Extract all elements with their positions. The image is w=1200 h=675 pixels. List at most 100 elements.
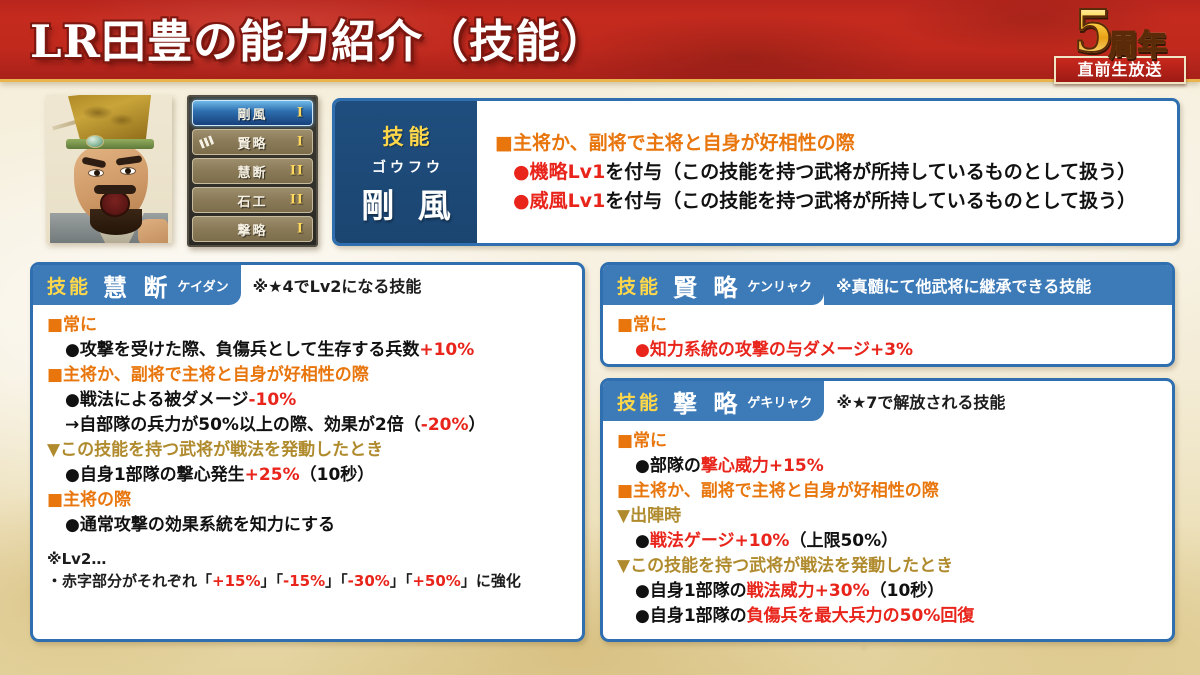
card-header-note: ※★7で解放される技能 [836,393,1006,412]
skill-list-item-name: 石工 [237,194,268,210]
skill-list-item[interactable]: 剛風 I [192,100,313,126]
skill-effect-line: ●機略Lv1を付与（この技能を持つ武将が所持しているものとして扱う） [513,161,1137,183]
card-header-label: 技能 慧 断 ケイダン [33,265,241,305]
portrait-mustache [94,185,136,194]
portrait-hand [138,219,168,243]
skill-effect-line: ●戦法ゲージ+10%（上限50%） [635,531,899,551]
highlighted-value: +15% [212,572,261,590]
anniversary-badge: 5周年 直前生放送 [1054,0,1186,84]
highlighted-value: -30% [347,572,390,590]
skill-kind-label: 技能 [617,391,662,414]
card-header-note: ※真髄にて他武将に継承できる技能 [824,265,1172,305]
card-body-kenryaku: ■常に ●知力系統の攻撃の与ダメージ+3% [603,305,1172,363]
skill-name-label: 撃 略 [673,388,742,418]
skill-card-kenryaku: 技能 賢 略 ケンリャク ※真髄にて他武将に継承できる技能 ■常に ●知力系統の攻… [600,262,1175,367]
skill-effect-line: ●知力系統の攻撃の与ダメージ+3% [635,340,914,360]
skill-card-gekiryaku: 技能 撃 略 ゲキリャク ※★7で解放される技能 ■常に ●部隊の撃心威力+15%… [600,378,1175,642]
anniversary-subtitle: 直前生放送 [1054,56,1186,84]
skill-effect-line: ●通常攻撃の効果系統を知力にする [65,515,336,535]
skill-name-label: 剛 風 [361,186,457,225]
skill-kana-label: ケイダン [177,279,229,295]
skill-effect-line: ●自身1部隊の戦法威力+30%（10秒） [635,581,945,601]
highlighted-value: 撃心威力+15% [700,456,824,476]
highlighted-value: ●機略Lv1 [513,161,606,183]
highlighted-value: +50% [412,572,461,590]
skill-name-label: 慧 断 [103,272,172,302]
highlighted-value: +10% [419,340,475,360]
skill-list-panel[interactable]: 剛風 I 賢略 I 慧断 II 石工 II 撃略 I [187,95,318,247]
anniversary-kanji: 周年 [1108,28,1168,62]
skill-list-item-name: 撃略 [237,223,268,239]
skill-card-gofu: 技能 ゴウフウ 剛 風 ■主将か、副将で主将と自身が好相性の際 ●機略Lv1を付与… [332,98,1180,246]
skill-effect-line: ■主将か、副将で主将と自身が好相性の際 [495,132,855,154]
page-title: LR田豊の能力紹介（技能） [30,15,608,68]
skill-list-item-name: 慧断 [237,165,268,181]
card-header-note: ※★4でLv2になる技能 [252,277,422,296]
highlighted-value: 戦法ゲージ+10% [649,531,790,551]
portrait-hat-band [66,139,154,149]
character-portrait [46,95,172,243]
skill-kind-label: 技能 [617,275,662,298]
inherit-marker-icon [198,135,215,149]
skill-effect-line: ▼この技能を持つ武将が戦法を発動したとき [617,556,954,576]
highlighted-value: 負傷兵を最大兵力の50%回復 [746,606,975,626]
highlighted-value: 戦法威力+30% [746,581,870,601]
skill-effect-line: ●威風Lv1を付与（この技能を持つ武将が所持しているものとして扱う） [513,190,1137,212]
highlighted-value: +25% [244,465,300,485]
skill-effect-line: ■常に [617,315,668,335]
skill-effect-line: ■主将か、副将で主将と自身が好相性の際 [617,481,939,501]
skill-card-keidan: 技能 慧 断 ケイダン ※★4でLv2になる技能 ■常に ●攻撃を受けた際、負傷兵… [30,262,585,642]
skill-effect-line: ●自身1部隊の負傷兵を最大兵力の50%回復 [635,606,975,626]
skill-effect-line: ・赤字部分がそれぞれ「+15%」「-15%」「-30%」「+50%」に強化 [47,572,521,590]
skill-list-item-name: 剛風 [237,107,268,123]
highlighted-value: -15% [283,572,326,590]
skill-kana-label: ケンリャク [747,279,812,295]
skill-list-item-level: I [296,134,304,150]
skill-body-gofu: ■主将か、副将で主将と自身が好相性の際 ●機略Lv1を付与（この技能を持つ武将が所… [477,101,1177,243]
skill-effect-line: ■常に [47,315,98,335]
card-header-label: 技能 撃 略 ゲキリャク [603,381,825,421]
skill-effect-line: ※Lv2… [47,550,107,568]
portrait-hat-pattern [81,99,138,133]
skill-effect-line: ▼この技能を持つ武将が戦法を発動したとき [47,440,384,460]
skill-effect-line: ■常に [617,431,668,451]
skill-list-item-level: I [296,221,304,237]
highlighted-value: ●威風Lv1 [513,190,606,212]
skill-label-gofu: 技能 ゴウフウ 剛 風 [335,101,477,243]
skill-kana-label: ゲキリャク [747,395,813,411]
title-banner: LR田豊の能力紹介（技能） [0,0,1200,82]
skill-effect-line: ●戦法による被ダメージ-10% [65,390,297,410]
portrait-pupil-left [94,170,100,176]
skill-list-item[interactable]: 石工 II [192,187,313,213]
skill-kind-label: 技能 [382,124,435,149]
card-header-label: 技能 賢 略 ケンリャク [603,265,824,305]
card-body-keidan: ■常に ●攻撃を受けた際、負傷兵として生存する兵数+10% ■主将か、副将で主将と自… [33,305,582,592]
skill-kana-label: ゴウフウ [372,160,444,176]
portrait-pupil-right [125,168,131,174]
skill-list-item-level: II [289,192,304,208]
skill-list-item-level: II [289,163,304,179]
skill-effect-line: ■主将か、副将で主将と自身が好相性の際 [47,365,369,385]
skill-effect-line: ■主将の際 [47,490,132,510]
skill-list-item[interactable]: 撃略 I [192,216,313,242]
card-header-keidan: 技能 慧 断 ケイダン ※★4でLv2になる技能 [33,265,582,305]
anniversary-number: 5 [1072,0,1114,65]
portrait-jewel-icon [86,135,104,148]
skill-list-item-name: 賢略 [237,136,268,152]
skill-name-label: 賢 略 [673,272,742,302]
skill-list-item[interactable]: 慧断 II [192,158,313,184]
highlighted-value: -20% [420,415,469,435]
skill-effect-line: →自部隊の兵力が50%以上の際、効果が2倍（-20%） [65,415,486,435]
card-header-gekiryaku: 技能 撃 略 ゲキリャク ※★7で解放される技能 [603,381,1172,421]
skill-effect-line: ●部隊の撃心威力+15% [635,456,824,476]
card-header-kenryaku: 技能 賢 略 ケンリャク ※真髄にて他武将に継承できる技能 [603,265,1172,305]
skill-list-item-level: I [296,105,304,121]
highlighted-value: -10% [248,390,297,410]
skill-list-item[interactable]: 賢略 I [192,129,313,155]
skill-effect-line: ●自身1部隊の撃心発生+25%（10秒） [65,465,375,485]
portrait-mouth [100,191,130,217]
card-body-gekiryaku: ■常に ●部隊の撃心威力+15% ■主将か、副将で主将と自身が好相性の際 ▼出陣時 ●戦… [603,421,1172,629]
skill-effect-line: ●攻撃を受けた際、負傷兵として生存する兵数+10% [65,340,475,360]
skill-effect-line: ▼出陣時 [617,506,682,526]
skill-kind-label: 技能 [47,275,92,298]
